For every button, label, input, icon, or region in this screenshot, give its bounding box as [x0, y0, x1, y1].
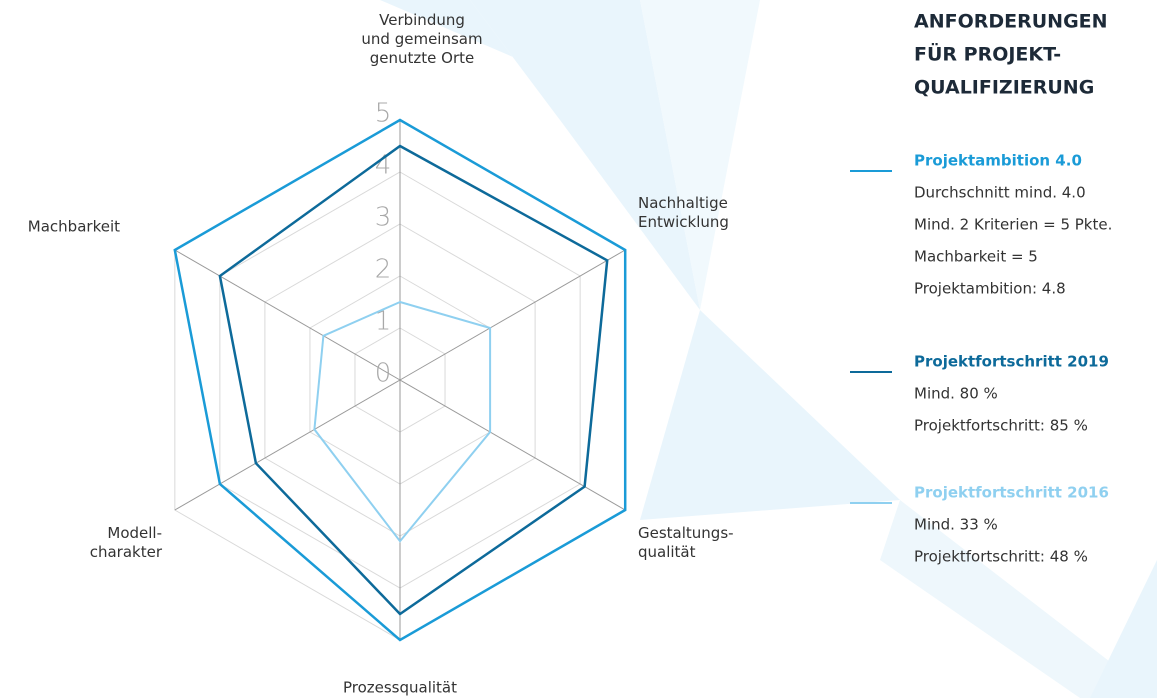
r-tick-label: 3	[375, 203, 392, 233]
legend-note: Mind. 33 %	[914, 516, 998, 534]
legend-note: Mind. 80 %	[914, 385, 998, 403]
legend-note: Projektambition: 4.8	[914, 280, 1066, 298]
legend-label: Projektfortschritt 2019	[914, 353, 1109, 371]
legend-note: Mind. 2 Kriterien = 5 Pkte.	[914, 216, 1112, 234]
r-tick-label: 0	[375, 359, 392, 389]
legend-note: Machbarkeit = 5	[914, 248, 1038, 266]
background-shapes	[380, 0, 1157, 698]
axis-spoke	[175, 380, 400, 510]
series-line	[220, 146, 607, 614]
legend-note: Durchschnitt mind. 4.0	[914, 184, 1086, 202]
panel-title: ANFORDERUNGEN	[914, 11, 1108, 33]
category-label: Machbarkeit	[28, 218, 120, 236]
legend-label: Projektambition 4.0	[914, 152, 1082, 170]
bg-shape	[1090, 560, 1157, 698]
category-label: Modell-charakter	[90, 524, 163, 561]
axis-spoke	[400, 250, 625, 380]
r-tick-label: 2	[375, 255, 392, 285]
axis-spoke	[175, 250, 400, 380]
category-label: Prozessqualität	[343, 679, 457, 697]
chart: ANFORDERUNGEN FÜR PROJEKT- QUALIFIZIERUN…	[0, 0, 1157, 698]
legend-label: Projektfortschritt 2016	[914, 484, 1109, 502]
category-label: Gestaltungs-qualität	[638, 524, 734, 561]
bg-shape	[640, 310, 900, 520]
legend-note: Projektfortschritt: 85 %	[914, 417, 1088, 435]
series-line	[314, 302, 490, 541]
panel-title: QUALIFIZIERUNG	[914, 77, 1094, 99]
r-tick-label: 5	[375, 99, 392, 129]
axis-spoke	[400, 380, 625, 510]
panel-title: FÜR PROJEKT-	[914, 42, 1061, 66]
legend-note: Projektfortschritt: 48 %	[914, 548, 1088, 566]
